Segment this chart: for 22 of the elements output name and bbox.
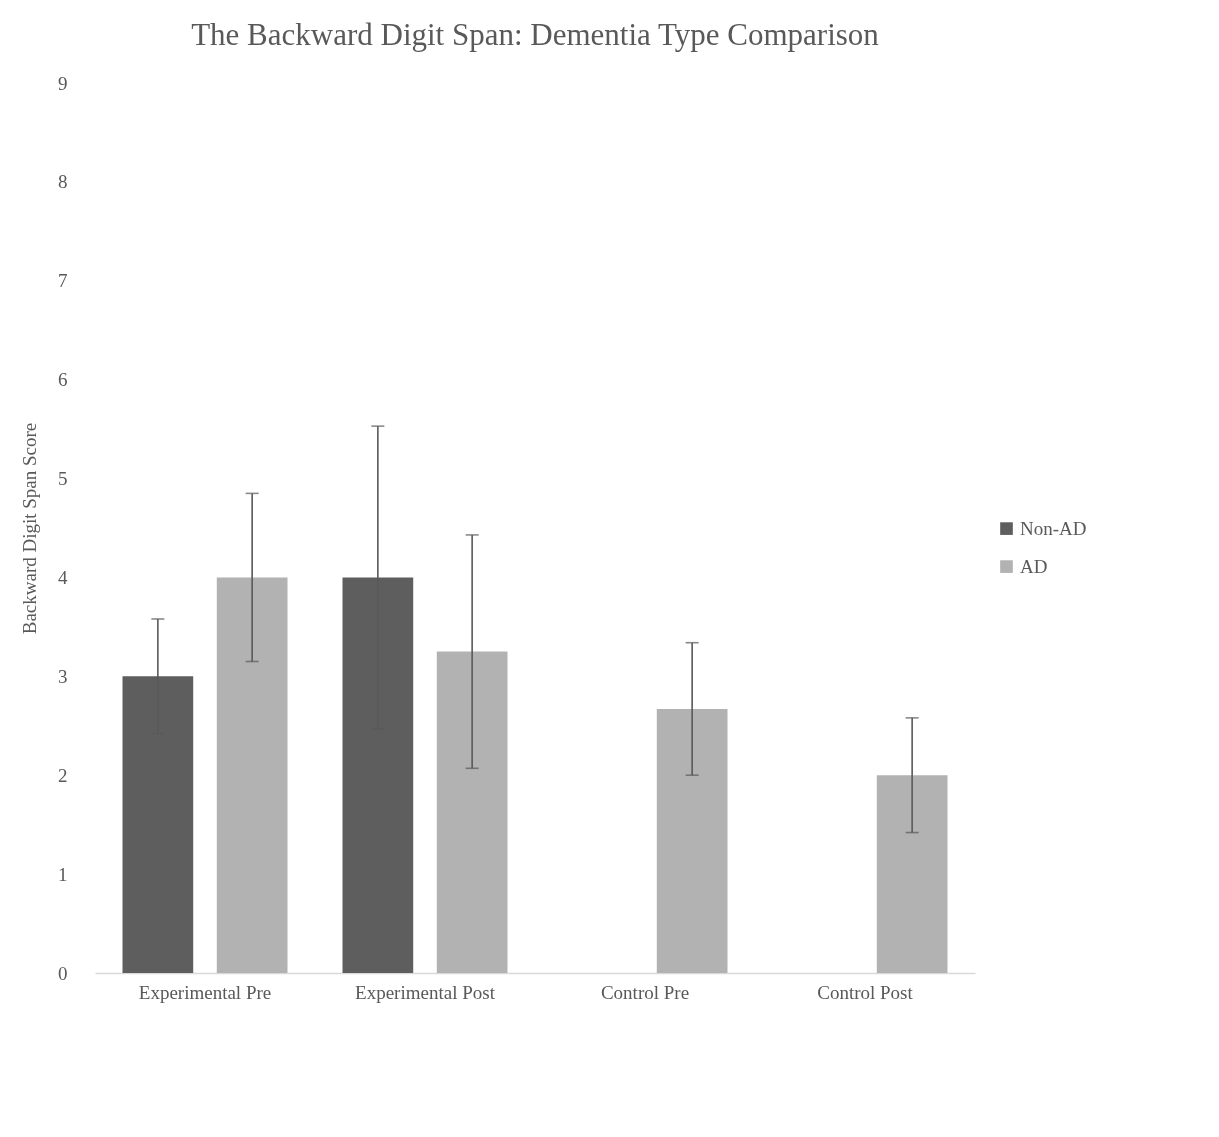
y-tick-label: 6 <box>58 369 68 391</box>
bar <box>876 775 948 973</box>
y-tick-label: 7 <box>58 270 68 292</box>
x-tick-label: Experimental Pre <box>138 981 272 1003</box>
y-axis-title: Backward Digit Span Score <box>19 422 40 635</box>
legend-label: AD <box>1020 555 1048 577</box>
bar <box>656 708 728 973</box>
bar <box>436 651 508 973</box>
legend-label: Non-AD <box>1020 517 1087 539</box>
y-tick-label: 0 <box>58 962 68 984</box>
bar <box>216 577 288 973</box>
y-tick-label: 5 <box>58 468 68 490</box>
chart-title: The Backward Digit Span: Dementia Type Comparison <box>191 17 880 52</box>
x-tick-label: Control Pre <box>600 981 690 1003</box>
y-tick-label: 4 <box>58 566 68 588</box>
x-tick-label: Experimental Post <box>355 981 496 1003</box>
y-tick-label: 3 <box>58 665 68 687</box>
y-tick-label: 1 <box>58 863 68 885</box>
y-tick-label: 2 <box>58 764 68 786</box>
y-tick-label: 9 <box>58 72 68 94</box>
y-tick-label: 8 <box>58 171 68 193</box>
x-tick-label: Control Post <box>817 981 914 1003</box>
